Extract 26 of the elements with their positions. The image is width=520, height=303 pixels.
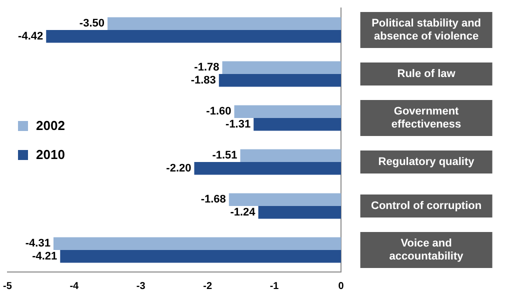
x-tick-label: -4 [70, 280, 80, 292]
y-tick-label: Political stability and absence of violence [372, 17, 482, 43]
data-label: -1.51 [212, 150, 238, 162]
data-label: -1.24 [230, 206, 256, 218]
data-label: -2.20 [166, 162, 192, 174]
y-tick-label: Regulatory quality [378, 156, 476, 168]
data-label: -1.60 [206, 106, 232, 118]
x-tick-label: 0 [338, 280, 344, 292]
y-tick-label: Voice and accountability [389, 237, 464, 263]
x-tick-label: -3 [136, 280, 146, 292]
data-label: -1.83 [190, 74, 216, 86]
x-tick-label: -5 [2, 280, 12, 292]
data-label: -4.42 [18, 30, 44, 42]
y-tick-label: Control of corruption [371, 200, 482, 212]
y-tick-label: Government effectiveness [391, 105, 462, 131]
x-tick-label: -1 [270, 280, 280, 292]
legend-label: 2010 [36, 147, 65, 162]
data-label: -1.68 [200, 194, 226, 206]
y-tick-label: Rule of law [397, 68, 456, 80]
data-label: -4.21 [32, 250, 58, 262]
legend-label: 2002 [36, 118, 65, 133]
x-tick-label: -2 [203, 280, 212, 292]
data-label: -4.31 [25, 238, 50, 250]
data-label: -1.31 [226, 118, 251, 130]
data-label: -3.50 [79, 18, 105, 30]
data-label: -1.78 [194, 62, 220, 74]
